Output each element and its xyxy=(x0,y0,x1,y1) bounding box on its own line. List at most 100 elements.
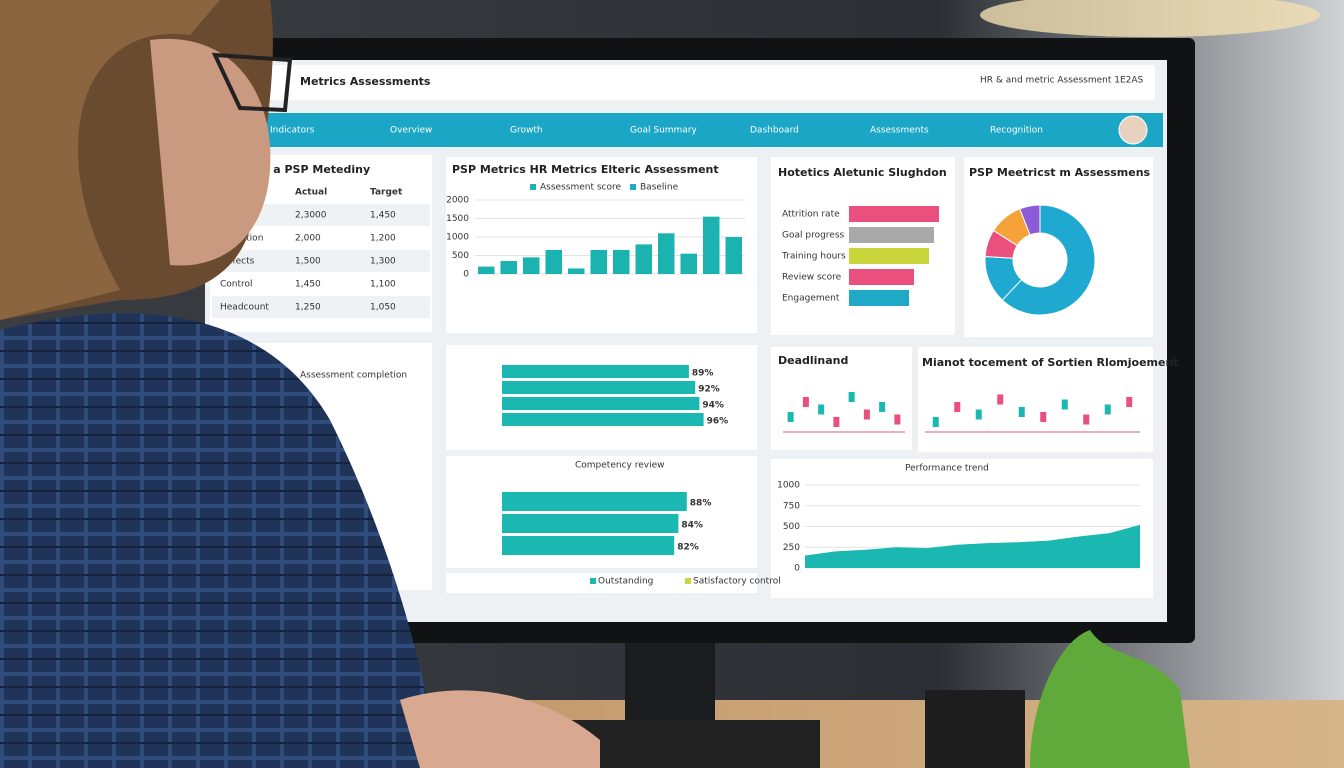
panel xyxy=(446,573,757,593)
cell: 1,450 xyxy=(370,211,396,221)
dot-mark xyxy=(894,414,901,425)
person xyxy=(0,0,600,768)
header-title: Metrics Assessments xyxy=(300,75,431,88)
y-tick-label: 0 xyxy=(463,270,469,280)
bar xyxy=(478,266,495,274)
y-tick-label: 1000 xyxy=(777,481,800,491)
nav-item: Assessments xyxy=(870,126,929,136)
panel xyxy=(771,347,912,450)
dot-mark xyxy=(975,409,982,420)
bar-label: Goal progress xyxy=(782,231,845,241)
y-tick-label: 750 xyxy=(783,501,800,511)
bar xyxy=(568,268,585,274)
dot-mark xyxy=(833,417,840,427)
row-bg xyxy=(212,296,430,318)
legend-swatch xyxy=(685,578,691,584)
value-label: 82% xyxy=(677,543,699,553)
legend-label: Assessment score xyxy=(540,183,621,193)
bar xyxy=(523,257,540,274)
bar-label: Training hours xyxy=(781,252,846,262)
bar xyxy=(849,227,934,243)
cell: 1,300 xyxy=(370,257,396,267)
dot-mark xyxy=(932,417,939,427)
cell: Headcount xyxy=(220,303,269,313)
monitor-stand xyxy=(625,635,715,725)
bar-label: Review score xyxy=(782,273,842,283)
y-tick-label: 500 xyxy=(783,522,800,532)
shirt xyxy=(0,313,440,768)
dot-mark xyxy=(1126,397,1133,407)
dot-mark xyxy=(1040,412,1047,422)
cell: 2,000 xyxy=(295,234,321,244)
bar xyxy=(703,216,720,274)
legend-label: Satisfactory control xyxy=(693,577,781,587)
cell: 1,200 xyxy=(370,234,396,244)
bar xyxy=(849,248,929,264)
row-bg xyxy=(212,250,430,272)
cell: Control xyxy=(220,280,253,290)
value-label: 92% xyxy=(698,385,720,395)
cell: 2,3000 xyxy=(295,211,327,221)
dot-mark xyxy=(848,392,855,402)
y-tick-label: 2000 xyxy=(446,196,469,206)
bar xyxy=(658,233,675,274)
dot-mark xyxy=(879,402,886,412)
progress-bar xyxy=(502,413,704,426)
bar xyxy=(545,249,562,274)
lamp xyxy=(980,0,1320,37)
cell: 1,250 xyxy=(295,303,321,313)
hands xyxy=(400,690,600,768)
monitor-base xyxy=(560,720,820,768)
cell: 1,450 xyxy=(295,280,321,290)
nav-bar xyxy=(210,113,1163,147)
panel-title: Hotetics Aletunic Slughdon xyxy=(778,166,947,179)
panel xyxy=(771,157,955,335)
bar xyxy=(680,253,697,274)
face xyxy=(150,38,271,266)
panel xyxy=(918,347,1153,452)
dot-mark xyxy=(997,394,1004,405)
progress-bar xyxy=(502,536,675,555)
dot-mark xyxy=(1083,414,1090,425)
nav-item: Goal Summary xyxy=(630,126,698,136)
value-label: 84% xyxy=(681,521,703,531)
value-label: 96% xyxy=(707,417,729,427)
area xyxy=(805,524,1140,568)
dot-mark xyxy=(1061,399,1068,410)
hair xyxy=(0,0,220,320)
legend-swatch xyxy=(590,578,596,584)
progress-bar xyxy=(502,514,679,533)
nav-item: Growth xyxy=(510,126,543,136)
panel-title: Deadlinand xyxy=(778,354,848,367)
value-label: 88% xyxy=(690,499,712,509)
y-tick-label: 1000 xyxy=(446,233,469,243)
avatar xyxy=(1118,115,1148,145)
panel-title: Mianot tocement of Sortien Rlomjoement xyxy=(922,356,1179,369)
progress-bar xyxy=(502,492,687,511)
donut-slice xyxy=(1001,204,1096,316)
bar xyxy=(849,206,939,222)
column-header: Target xyxy=(370,188,403,198)
legend-swatch xyxy=(630,184,636,190)
cell: 1,100 xyxy=(370,280,396,290)
dot-mark xyxy=(818,404,825,415)
plant xyxy=(1030,630,1190,768)
value-label: 94% xyxy=(702,401,724,411)
bar xyxy=(849,269,914,285)
dot-mark xyxy=(1104,404,1111,415)
dot-mark xyxy=(954,402,961,412)
cell: 1,050 xyxy=(370,303,396,313)
column-header: Actual xyxy=(295,188,327,198)
bar xyxy=(849,290,909,306)
progress-bar xyxy=(502,397,700,410)
dot-mark xyxy=(787,412,794,422)
legend-label: Baseline xyxy=(640,183,679,193)
value-label: 89% xyxy=(692,369,714,379)
donut-slice xyxy=(1019,204,1041,236)
panel-title: Assessment completion xyxy=(300,371,407,381)
pen-holder xyxy=(925,690,1025,768)
bar xyxy=(725,237,742,274)
header-bar xyxy=(210,65,1155,100)
panel xyxy=(771,459,1153,598)
